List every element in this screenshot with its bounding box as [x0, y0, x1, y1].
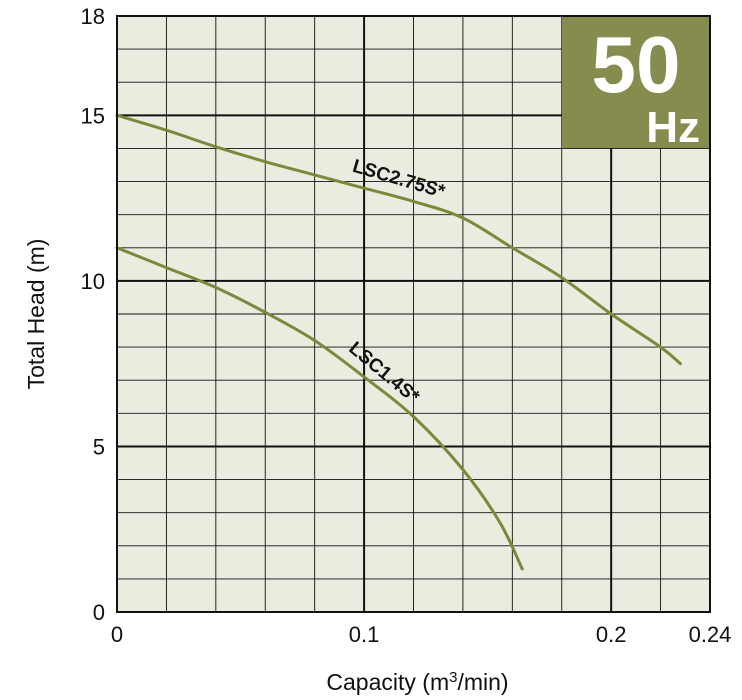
y-tick-label: 18	[81, 4, 105, 29]
y-tick-label: 5	[93, 434, 105, 459]
plot-frame	[116, 15, 711, 613]
frequency-badge-number: 50	[592, 20, 681, 109]
x-axis-label: Capacity (m3/min)	[326, 669, 508, 696]
y-tick-label: 15	[81, 103, 105, 128]
frequency-badge-background	[562, 16, 710, 148]
y-tick-label: 0	[93, 600, 105, 625]
x-tick-label: 0.24	[689, 622, 732, 647]
frequency-badge: 50 Hz	[562, 16, 710, 152]
x-axis-label-main: Capacity (m	[326, 669, 449, 695]
x-tick-label: 0.1	[349, 622, 380, 647]
frequency-badge-unit: Hz	[646, 103, 700, 152]
y-tick-label: 10	[81, 269, 105, 294]
series-line-1	[115, 246, 524, 571]
series-curves	[115, 113, 682, 571]
series-line-0	[115, 113, 682, 366]
x-axis-label-tail: /min)	[457, 669, 508, 695]
y-axis-label: Total Head (m)	[23, 239, 49, 390]
y-tick-labels: 0 5 10 15 18	[81, 4, 105, 625]
x-axis-label-superscript: 3	[449, 669, 457, 686]
x-tick-label: 0	[111, 622, 123, 647]
x-tick-labels: 0 0.1 0.2 0.24	[111, 622, 732, 647]
x-tick-label: 0.2	[596, 622, 627, 647]
